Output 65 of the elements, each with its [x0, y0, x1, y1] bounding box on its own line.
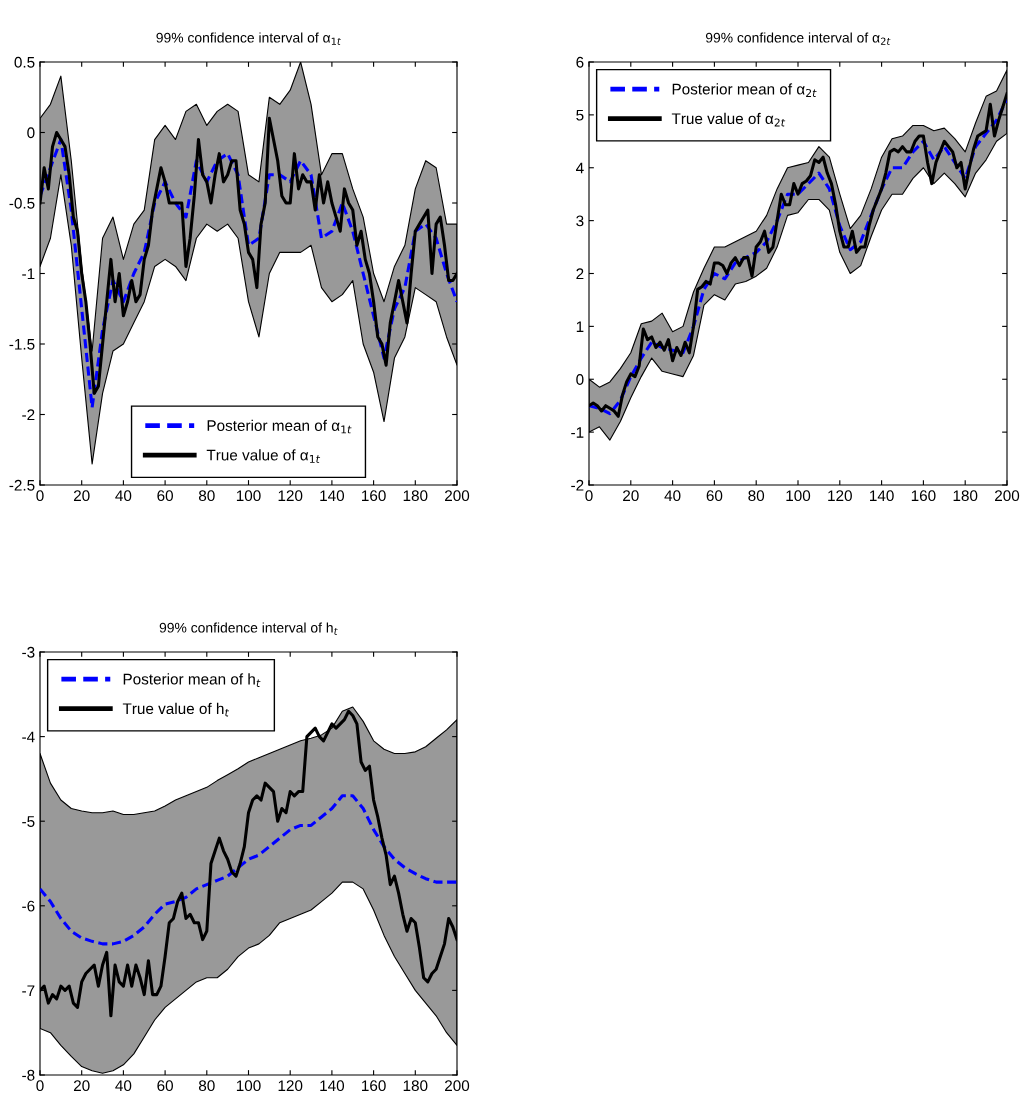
y-tick-label: -5 — [22, 816, 35, 827]
y-tick-label: 0.5 — [14, 56, 35, 68]
x-tick-label: 180 — [953, 490, 978, 502]
x-tick-label: 200 — [995, 490, 1020, 502]
chart-title: 99% confidence interval of α$_{2t}$ — [705, 32, 891, 45]
legend-label: Posterior mean of α$_{2t}$ — [672, 83, 817, 97]
legend-label: True value of α$_{2t}$ — [671, 112, 786, 127]
x-tick-label: 40 — [664, 490, 681, 502]
y-tick-label: -6 — [22, 900, 35, 912]
x-tick-label: 160 — [911, 490, 936, 502]
y-tick-label: -2 — [22, 409, 35, 421]
legend-label: True value of α$_{1t}$ — [206, 449, 321, 463]
y-tick-label: -1.5 — [9, 339, 35, 350]
x-tick-label: 100 — [236, 1080, 261, 1092]
x-tick-label: 100 — [786, 490, 811, 502]
x-tick-label: 80 — [748, 490, 765, 502]
x-tick-label: 0 — [36, 1080, 44, 1092]
x-tick-label: 120 — [278, 1080, 303, 1092]
line-series — [40, 794, 457, 946]
x-tick-label: 80 — [198, 490, 215, 502]
legend-label: Posterior mean of α$_{1t}$ — [207, 419, 352, 434]
y-tick-label: -3 — [22, 646, 35, 658]
x-tick-label: 20 — [73, 1080, 90, 1092]
y-tick-label: -7 — [22, 985, 35, 996]
x-tick-label: 40 — [115, 490, 132, 502]
y-tick-label: -4 — [22, 731, 35, 743]
y-tick-label: -1 — [22, 268, 35, 280]
y-tick-label: 6 — [576, 56, 584, 68]
x-tick-label: 60 — [157, 490, 173, 502]
x-tick-label: 20 — [623, 490, 639, 502]
x-tick-label: 120 — [828, 490, 852, 502]
y-tick-label: 1 — [576, 321, 584, 332]
legend-label: Posterior mean of h$_{t}$ — [123, 673, 261, 687]
chart-title: 99% confidence interval of h$_{t}$ — [159, 622, 338, 635]
x-tick-label: 200 — [445, 1080, 470, 1092]
y-tick-label: 0 — [576, 374, 584, 385]
y-tick-label: 0 — [27, 127, 35, 139]
y-tick-label: -8 — [22, 1069, 35, 1081]
y-tick-label: 4 — [575, 162, 584, 174]
y-tick-label: -2 — [571, 479, 584, 491]
x-tick-label: 180 — [403, 1080, 428, 1092]
x-tick-label: 180 — [403, 490, 428, 502]
legend-label: True value of h$_{t}$ — [122, 702, 230, 717]
x-tick-label: 0 — [36, 490, 44, 502]
x-tick-label: 80 — [198, 1080, 215, 1092]
x-tick-label: 140 — [320, 490, 345, 502]
y-tick-label: -2.5 — [9, 479, 35, 491]
x-tick-label: 40 — [115, 1080, 132, 1092]
x-tick-label: 100 — [236, 490, 261, 502]
x-tick-label: 20 — [73, 490, 90, 502]
x-tick-label: 200 — [445, 490, 470, 502]
x-tick-label: 160 — [362, 1080, 386, 1092]
x-tick-label: 120 — [278, 490, 303, 502]
x-tick-label: 140 — [320, 1080, 345, 1092]
y-tick-label: 5 — [576, 109, 584, 121]
chart-title: 99% confidence interval of α$_{1t}$ — [156, 32, 342, 45]
x-tick-label: 60 — [157, 1080, 173, 1092]
x-tick-label: 140 — [870, 490, 894, 502]
y-tick-label: -0.5 — [9, 197, 35, 209]
x-tick-label: 0 — [585, 490, 593, 502]
x-tick-label: 60 — [706, 490, 723, 502]
x-tick-label: 160 — [362, 490, 386, 502]
y-tick-label: 3 — [576, 215, 584, 227]
y-tick-label: 2 — [576, 268, 584, 280]
y-tick-label: -1 — [571, 427, 584, 438]
